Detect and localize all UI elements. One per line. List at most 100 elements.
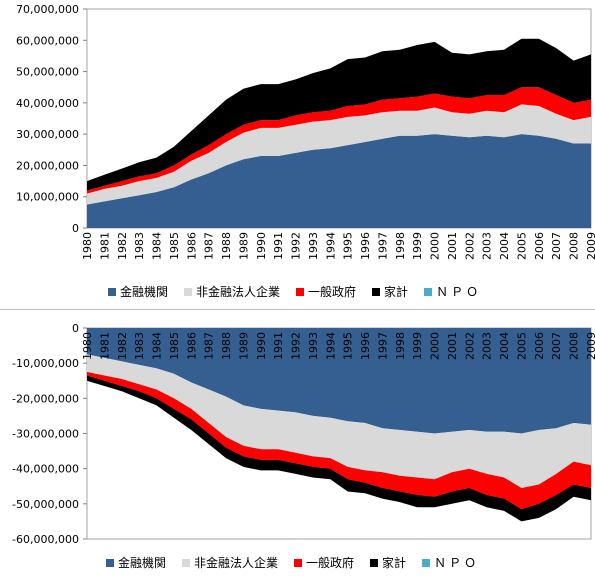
x-tick-label: 1995 xyxy=(342,332,355,360)
x-tick-label: 1994 xyxy=(324,232,337,260)
x-tick-label: 1984 xyxy=(151,232,164,260)
x-tick-label: 1981 xyxy=(98,232,111,260)
area-series-financial xyxy=(87,328,591,434)
x-tick-label: 1982 xyxy=(116,332,129,360)
legend-swatch-npo xyxy=(424,287,433,296)
x-tick-label: 1980 xyxy=(81,232,94,260)
legend-item: 一般政府 xyxy=(294,554,354,571)
x-tick-label: 1993 xyxy=(307,332,320,360)
top-legend: 金融機関 非金融法人企業 一般政府 家計 ＮＰＯ xyxy=(108,283,497,300)
x-tick-label: 1987 xyxy=(203,332,216,360)
x-tick-label: 1980 xyxy=(81,332,94,360)
x-tick-label: 1998 xyxy=(394,232,407,260)
x-tick-label: 1987 xyxy=(203,232,216,260)
x-tick-label: 1990 xyxy=(255,232,268,260)
legend-label: 非金融法人企業 xyxy=(194,556,279,570)
legend-swatch-household xyxy=(370,558,379,567)
x-tick-label: 2000 xyxy=(429,232,442,260)
x-tick-label: 1991 xyxy=(272,332,285,360)
x-tick-label: 2005 xyxy=(515,232,528,260)
x-tick-label: 1999 xyxy=(411,232,424,260)
x-tick-label: 1982 xyxy=(116,232,129,260)
y-tick-label: -30,000,000 xyxy=(12,428,79,441)
area-series-household xyxy=(87,375,591,522)
x-tick-label: 1983 xyxy=(133,232,146,260)
legend-item: 家計 xyxy=(372,283,408,300)
x-tick-label: 1985 xyxy=(168,232,181,260)
top-stacked-area-chart: 70,000,000 60,000,000 50,000,000 40,000,000… xyxy=(16,3,595,300)
x-tick-label: 1997 xyxy=(376,232,389,260)
y-tick-label: -10,000,000 xyxy=(12,357,79,370)
x-tick-label: 1993 xyxy=(307,232,320,260)
legend-label: 金融機関 xyxy=(118,556,167,570)
y-tick-label: 10,000,000 xyxy=(16,191,79,204)
x-tick-label: 2004 xyxy=(498,232,511,260)
legend-label: 家計 xyxy=(384,285,409,299)
x-tick-label: 1991 xyxy=(272,232,285,260)
chart-divider xyxy=(0,309,595,310)
legend-label: 金融機関 xyxy=(120,285,169,299)
y-tick-label: 70,000,000 xyxy=(16,3,79,16)
legend-item: 金融機関 xyxy=(106,554,166,571)
legend-item: 金融機関 xyxy=(108,283,168,300)
x-tick-label: 1988 xyxy=(220,332,233,360)
legend-swatch-nonfinancial xyxy=(182,558,191,567)
bottom-stacked-area-chart: 0 -10,000,000 -20,000,000 -30,000,000 -40,00… xyxy=(0,314,595,576)
x-tick-label: 2006 xyxy=(533,332,546,360)
legend-swatch-nonfinancial xyxy=(184,287,193,296)
x-tick-label: 1992 xyxy=(290,332,303,360)
legend-swatch-financial xyxy=(106,558,114,567)
legend-swatch-government xyxy=(296,287,305,296)
x-tick-label: 1997 xyxy=(376,332,389,360)
y-tick-label: 40,000,000 xyxy=(16,97,79,110)
x-tick-label: 1990 xyxy=(255,332,268,360)
x-tick-label: 2006 xyxy=(533,232,546,260)
x-tick-label: 2003 xyxy=(481,232,494,260)
y-tick-label: 50,000,000 xyxy=(16,66,79,79)
x-tick-label: 1999 xyxy=(411,332,424,360)
y-tick-label: -60,000,000 xyxy=(12,533,79,546)
legend-label: 非金融法人企業 xyxy=(196,285,281,299)
x-tick-label: 2003 xyxy=(481,332,494,360)
top-chart-svg: 70,000,000 60,000,000 50,000,000 40,000,000… xyxy=(16,3,595,260)
x-tick-label: 2001 xyxy=(446,332,459,360)
x-tick-label: 2007 xyxy=(550,332,563,360)
x-tick-label: 1996 xyxy=(359,232,372,260)
area-series-government xyxy=(87,372,591,510)
area-series-nonfinancial xyxy=(87,104,591,205)
x-tick-label: 1989 xyxy=(237,232,250,260)
x-tick-label: 2009 xyxy=(585,232,595,260)
legend-swatch-npo xyxy=(422,558,431,567)
legend-label: ＮＰＯ xyxy=(434,556,480,570)
x-tick-label: 1998 xyxy=(394,332,407,360)
y-tick-label: 60,000,000 xyxy=(16,34,79,47)
x-tick-label: 1995 xyxy=(342,232,355,260)
x-tick-label: 1985 xyxy=(168,332,181,360)
y-tick-label: -40,000,000 xyxy=(12,463,79,476)
bottom-chart-svg: 0 -10,000,000 -20,000,000 -30,000,000 -40,00… xyxy=(12,322,595,546)
x-tick-label: 1994 xyxy=(324,332,337,360)
area-series-financial xyxy=(87,134,591,228)
x-tick-label: 1984 xyxy=(151,332,164,360)
legend-item: 家計 xyxy=(370,554,406,571)
x-tick-label: 1988 xyxy=(220,232,233,260)
bottom-legend: 金融機関 非金融法人企業 一般政府 家計 ＮＰＯ xyxy=(106,554,495,571)
y-tick-label: 20,000,000 xyxy=(16,159,79,172)
x-tick-label: 1983 xyxy=(133,332,146,360)
y-tick-label: 30,000,000 xyxy=(16,128,79,141)
legend-item: 非金融法人企業 xyxy=(184,283,280,300)
x-tick-label: 2009 xyxy=(585,332,595,360)
legend-item: ＮＰＯ xyxy=(424,283,481,300)
x-tick-label: 2007 xyxy=(550,232,563,260)
legend-swatch-government xyxy=(294,558,303,567)
x-tick-label: 1996 xyxy=(359,332,372,360)
legend-swatch-financial xyxy=(108,287,116,296)
y-tick-label: 0 xyxy=(72,222,79,235)
x-tick-label: 2005 xyxy=(515,332,528,360)
legend-label: 一般政府 xyxy=(306,556,355,570)
legend-swatch-household xyxy=(372,287,381,296)
x-tick-label: 2004 xyxy=(498,332,511,360)
x-tick-label: 1989 xyxy=(237,332,250,360)
legend-label: 一般政府 xyxy=(308,285,357,299)
legend-item: 非金融法人企業 xyxy=(182,554,278,571)
